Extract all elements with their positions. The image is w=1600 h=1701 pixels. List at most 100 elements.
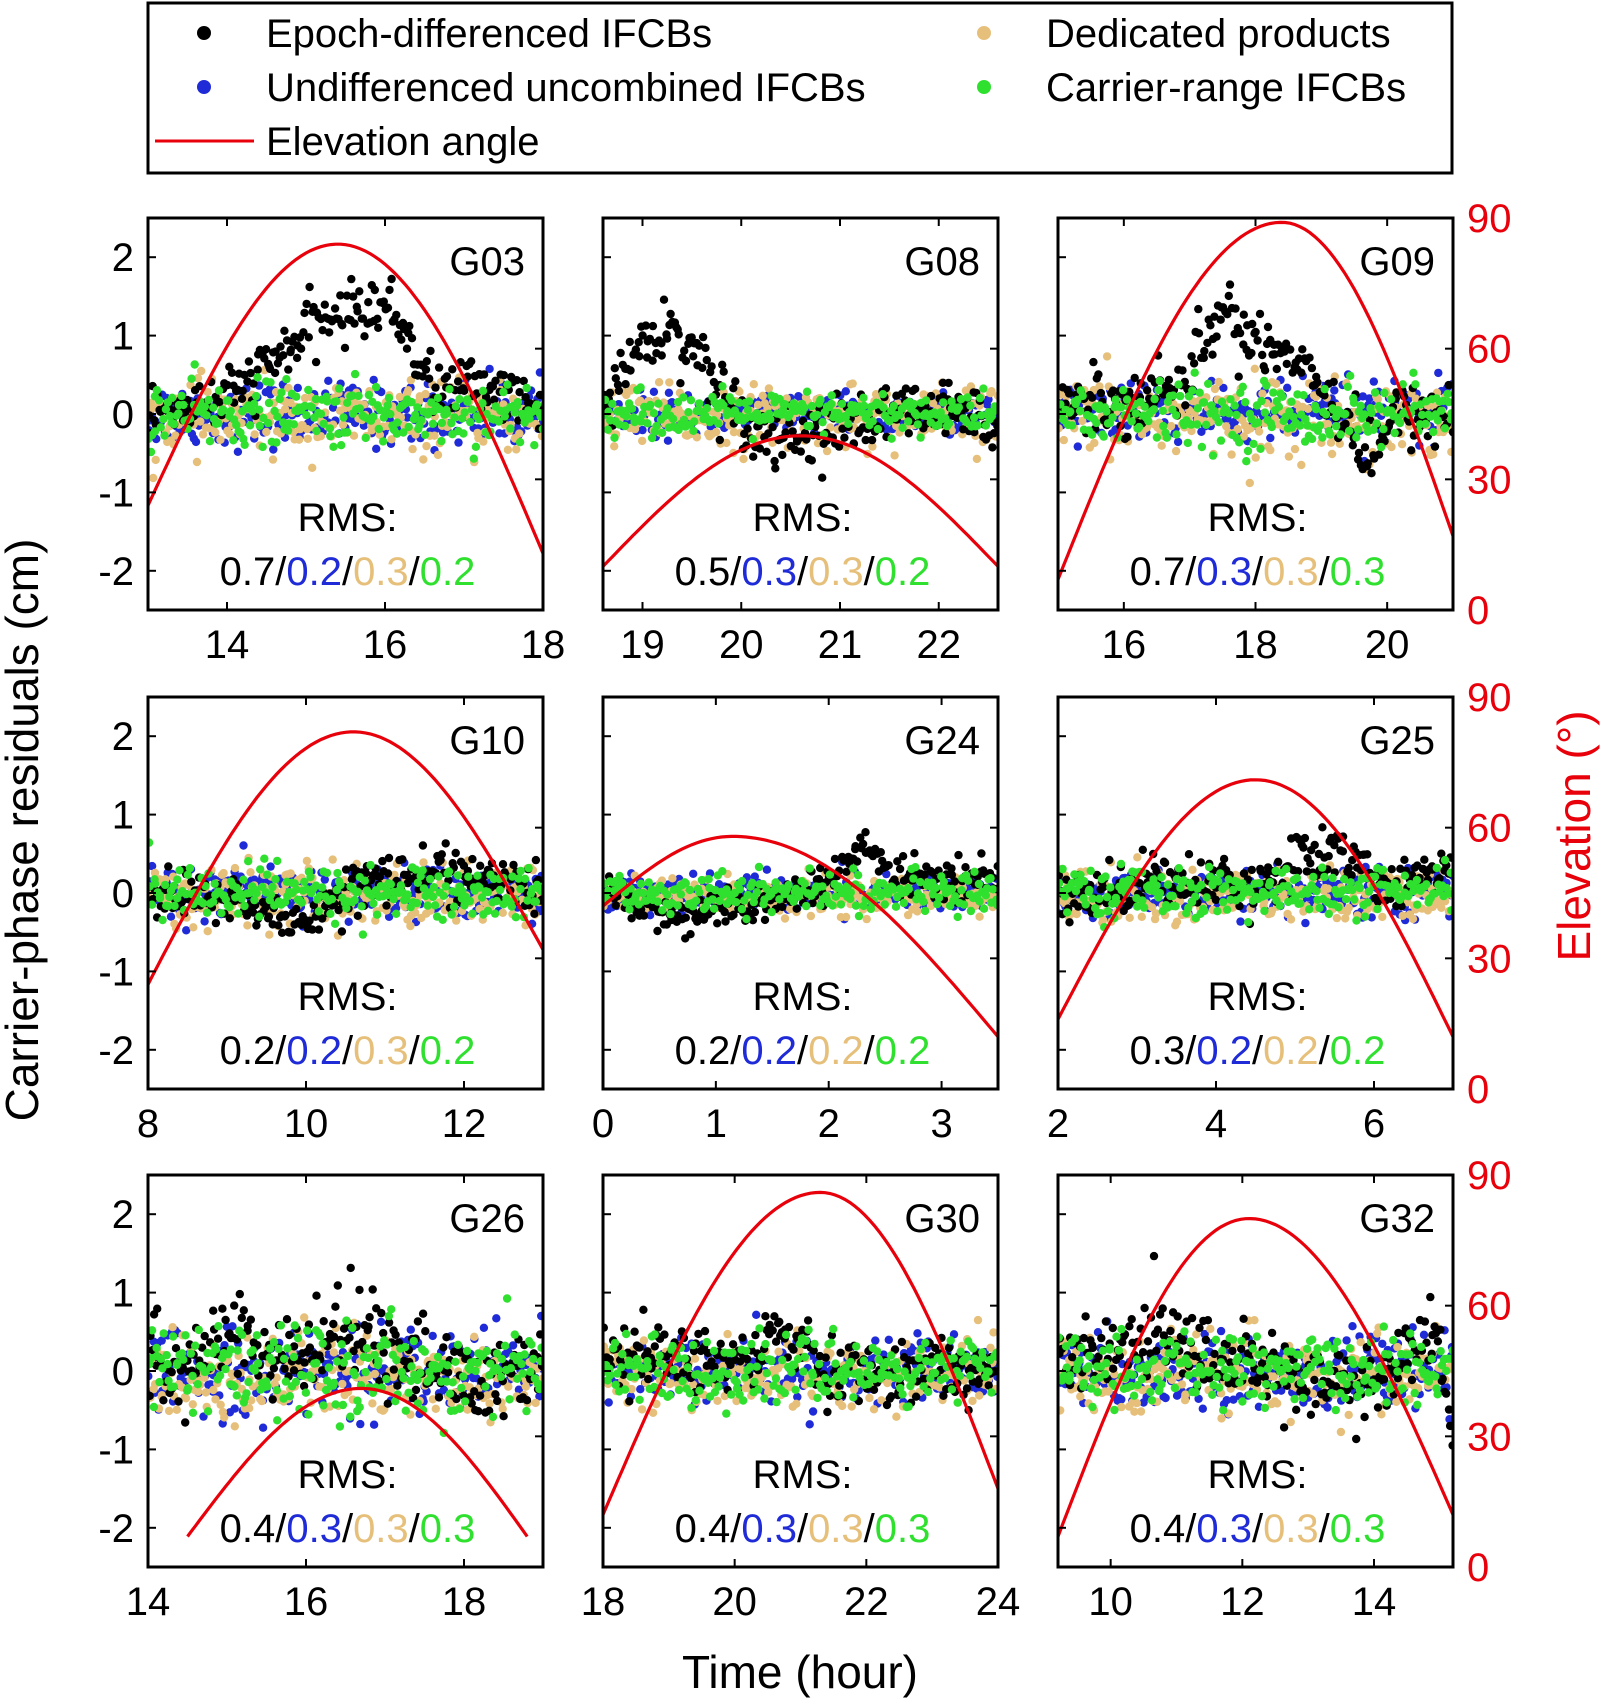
data-point	[754, 862, 764, 872]
data-point	[648, 321, 658, 331]
data-point	[406, 921, 415, 931]
data-point	[467, 357, 476, 366]
data-point	[667, 398, 677, 407]
data-point	[1187, 426, 1196, 436]
data-point	[245, 421, 255, 430]
data-point	[304, 385, 313, 395]
data-point	[638, 410, 647, 419]
data-point	[1341, 419, 1350, 429]
data-point	[476, 861, 485, 870]
data-point	[418, 372, 427, 381]
x-tick-label: 12	[442, 1102, 487, 1146]
data-point	[292, 904, 301, 914]
data-point	[219, 868, 228, 878]
data-point	[1262, 381, 1271, 390]
data-point	[1234, 372, 1243, 381]
data-point	[913, 907, 922, 916]
data-point	[1144, 416, 1153, 426]
data-point	[242, 911, 252, 920]
data-point	[1150, 394, 1159, 404]
x-tick-label: 16	[1102, 623, 1147, 667]
data-point	[1066, 407, 1075, 416]
data-point	[750, 907, 760, 917]
data-point	[433, 393, 443, 403]
data-point	[864, 409, 873, 418]
data-point	[405, 321, 414, 331]
data-point	[867, 435, 877, 445]
data-point	[478, 399, 487, 408]
data-point	[1176, 391, 1185, 401]
data-point	[243, 921, 252, 930]
data-point	[357, 902, 366, 911]
data-point	[468, 854, 477, 864]
data-point	[920, 870, 929, 879]
data-point	[495, 885, 505, 895]
data-point	[636, 879, 646, 888]
data-point	[702, 404, 712, 413]
data-point	[512, 445, 521, 454]
data-point	[292, 392, 301, 401]
y-tick-label: -1	[98, 950, 134, 994]
data-point	[1214, 417, 1223, 427]
data-point	[187, 374, 196, 383]
data-point	[981, 891, 991, 900]
data-point	[156, 423, 165, 432]
data-point	[1258, 389, 1267, 398]
data-point	[471, 442, 481, 451]
data-point	[1272, 379, 1281, 388]
data-point	[1321, 410, 1331, 419]
data-point	[469, 454, 478, 463]
data-point	[483, 906, 493, 915]
data-point	[814, 874, 824, 884]
data-point	[425, 374, 434, 383]
data-point	[1336, 430, 1345, 439]
legend-carrier-label: Carrier-range IFCBs	[1046, 66, 1406, 110]
data-point	[1223, 310, 1232, 319]
data-point	[280, 405, 290, 414]
data-point	[324, 376, 333, 385]
data-point	[1059, 435, 1069, 445]
data-point	[520, 874, 530, 883]
data-point	[252, 921, 261, 930]
data-point	[1245, 478, 1255, 488]
satellite-label: G24	[904, 719, 980, 763]
data-point	[453, 871, 463, 880]
data-point	[183, 870, 192, 879]
data-point	[308, 463, 317, 472]
data-point	[719, 367, 728, 376]
rms-value-part: 0.7	[1130, 550, 1186, 594]
data-point	[892, 421, 901, 431]
data-point	[1075, 406, 1085, 416]
data-point	[911, 384, 920, 394]
data-point	[695, 341, 704, 350]
data-point	[473, 871, 482, 880]
data-point	[286, 345, 295, 354]
data-point	[642, 896, 651, 905]
data-point	[1195, 388, 1204, 397]
data-point	[155, 894, 165, 903]
data-point	[1269, 388, 1278, 397]
data-point	[158, 415, 168, 424]
x-tick-label: 18	[1233, 623, 1278, 667]
data-point	[904, 429, 913, 438]
data-point	[499, 387, 508, 397]
data-point	[460, 386, 469, 395]
data-point	[1199, 398, 1209, 407]
data-point	[625, 905, 634, 914]
data-point	[1380, 388, 1389, 398]
data-point	[1090, 438, 1099, 448]
data-point	[1283, 383, 1292, 392]
data-point	[420, 430, 430, 439]
data-point	[244, 857, 253, 866]
data-point	[353, 887, 363, 896]
data-point	[1089, 357, 1098, 367]
data-point	[152, 386, 162, 395]
data-point	[1297, 368, 1306, 377]
data-point	[421, 365, 431, 374]
data-point	[1266, 445, 1275, 455]
data-point	[402, 344, 412, 353]
data-point	[407, 397, 416, 407]
rms-title: RMS:	[298, 496, 398, 540]
data-point	[300, 308, 309, 318]
data-point	[616, 348, 625, 358]
